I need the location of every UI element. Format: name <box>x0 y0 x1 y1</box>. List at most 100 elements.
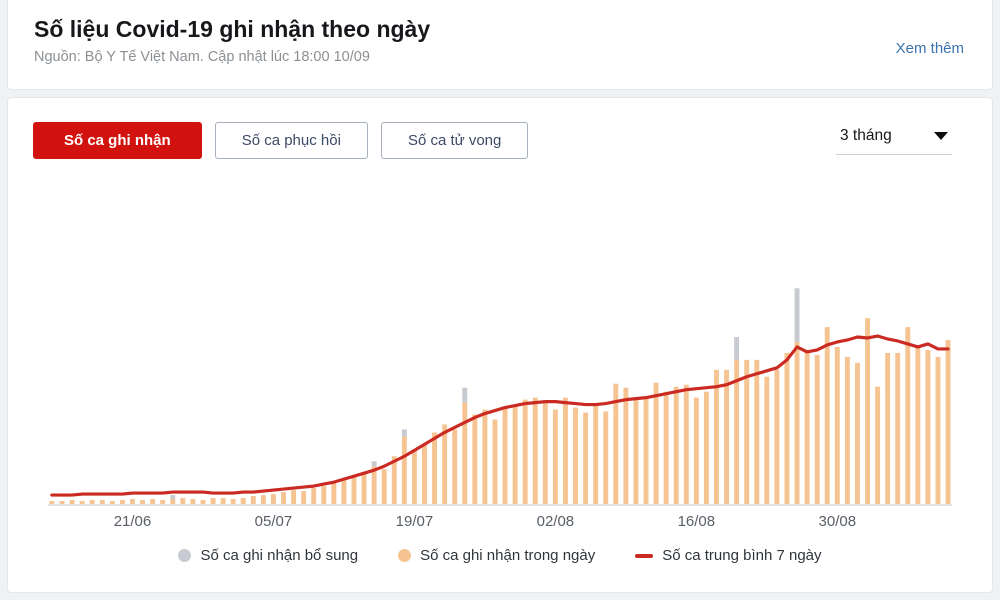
daily-cases-bar[interactable] <box>49 501 55 504</box>
daily-cases-bar[interactable] <box>593 404 599 504</box>
daily-cases-bar[interactable] <box>220 498 226 504</box>
daily-cases-bar[interactable] <box>865 318 870 504</box>
daily-cases-bar[interactable] <box>311 488 317 504</box>
daily-cases-bar[interactable] <box>140 500 146 504</box>
daily-cases-bar[interactable] <box>774 369 780 504</box>
daily-cases-bar[interactable] <box>683 384 689 504</box>
daily-cases-bar[interactable] <box>502 406 508 504</box>
daily-cases-bar[interactable] <box>170 499 176 504</box>
daily-cases-bar[interactable] <box>945 339 951 504</box>
daily-cases-bar[interactable] <box>552 409 558 504</box>
daily-cases-bar[interactable] <box>895 352 901 504</box>
daily-cases-bar[interactable] <box>59 501 65 504</box>
daily-cases-bar[interactable] <box>522 399 528 504</box>
daily-cases-bar[interactable] <box>119 500 125 504</box>
supplementary-cases-bar[interactable] <box>401 429 407 437</box>
legend-item[interactable]: Số ca trung bình 7 ngày <box>635 547 822 564</box>
daily-cases-bar[interactable] <box>210 498 216 504</box>
daily-cases-bar[interactable] <box>452 429 458 504</box>
daily-cases-bar[interactable] <box>935 356 941 504</box>
daily-cases-bar[interactable] <box>703 391 709 504</box>
daily-cases-bar[interactable] <box>472 414 478 504</box>
daily-cases-bar[interactable] <box>784 352 790 504</box>
supplementary-cases-bar[interactable] <box>462 387 468 403</box>
daily-cases-bar[interactable] <box>240 498 246 504</box>
daily-cases-bar[interactable] <box>391 456 397 504</box>
daily-cases-bar[interactable] <box>814 354 820 504</box>
daily-cases-bar[interactable] <box>573 407 578 504</box>
daily-cases-bar[interactable] <box>432 432 438 504</box>
daily-cases-bar[interactable] <box>462 402 468 504</box>
tab-recovered-cases[interactable]: Số ca phục hồi <box>214 122 368 159</box>
daily-cases-bar[interactable] <box>89 500 95 504</box>
time-range-dropdown[interactable]: 3 tháng <box>836 127 952 155</box>
daily-cases-bar[interactable] <box>301 491 307 504</box>
daily-cases-bar[interactable] <box>381 469 387 504</box>
daily-cases-bar[interactable] <box>190 499 196 504</box>
daily-cases-bar[interactable] <box>583 412 589 504</box>
daily-cases-bar[interactable] <box>663 391 669 504</box>
supplementary-cases-bar[interactable] <box>734 337 740 360</box>
legend-item[interactable]: Số ca ghi nhận bổ sung <box>178 547 358 564</box>
daily-cases-bar[interactable] <box>99 500 105 504</box>
daily-cases-bar[interactable] <box>542 401 548 504</box>
daily-cases-bar[interactable] <box>754 359 760 504</box>
daily-cases-bar[interactable] <box>361 472 367 504</box>
daily-cases-bar[interactable] <box>160 500 166 504</box>
tab-death-cases[interactable]: Số ca tử vong <box>380 122 529 159</box>
daily-cases-bar[interactable] <box>764 376 770 504</box>
daily-cases-bar[interactable] <box>422 444 427 504</box>
daily-cases-bar[interactable] <box>331 482 337 504</box>
tab-confirmed-cases[interactable]: Số ca ghi nhận <box>33 122 202 159</box>
daily-cases-bar[interactable] <box>613 383 619 504</box>
daily-cases-bar[interactable] <box>834 346 840 504</box>
daily-cases-bar[interactable] <box>482 409 488 504</box>
daily-cases-bar[interactable] <box>794 341 800 504</box>
daily-cases-bar[interactable] <box>905 327 911 504</box>
daily-cases-bar[interactable] <box>492 419 498 504</box>
daily-cases-bar[interactable] <box>824 327 830 504</box>
daily-cases-bar[interactable] <box>250 496 256 504</box>
legend-item[interactable]: Số ca ghi nhận trong ngày <box>398 547 595 564</box>
daily-cases-bar[interactable] <box>150 499 156 504</box>
supplementary-cases-bar[interactable] <box>794 288 800 342</box>
daily-cases-bar[interactable] <box>281 492 286 504</box>
daily-cases-bar[interactable] <box>744 359 750 504</box>
daily-cases-bar[interactable] <box>79 501 85 504</box>
daily-cases-bar[interactable] <box>230 499 236 504</box>
daily-cases-bar[interactable] <box>925 349 931 504</box>
daily-cases-bar[interactable] <box>603 411 609 504</box>
daily-cases-bar[interactable] <box>804 349 810 504</box>
daily-cases-bar[interactable] <box>653 382 659 504</box>
daily-cases-bar[interactable] <box>854 362 860 504</box>
daily-cases-bar[interactable] <box>714 369 719 504</box>
supplementary-cases-bar[interactable] <box>371 461 377 467</box>
daily-cases-bar[interactable] <box>260 495 266 504</box>
daily-cases-bar[interactable] <box>844 356 850 504</box>
daily-cases-bar[interactable] <box>915 346 921 504</box>
daily-cases-bar[interactable] <box>633 399 639 504</box>
daily-cases-bar[interactable] <box>130 499 135 504</box>
daily-cases-bar[interactable] <box>371 466 377 504</box>
daily-cases-bar[interactable] <box>321 486 327 504</box>
daily-cases-bar[interactable] <box>673 386 679 504</box>
daily-cases-bar[interactable] <box>512 404 518 504</box>
daily-cases-bar[interactable] <box>734 359 740 504</box>
daily-cases-bar[interactable] <box>623 387 629 504</box>
daily-cases-bar[interactable] <box>401 436 407 504</box>
daily-cases-bar[interactable] <box>341 479 347 504</box>
daily-cases-bar[interactable] <box>180 498 186 504</box>
daily-cases-bar[interactable] <box>109 501 115 504</box>
daily-cases-bar[interactable] <box>69 500 75 504</box>
daily-cases-bar[interactable] <box>693 397 699 504</box>
daily-cases-bar[interactable] <box>411 449 417 504</box>
daily-cases-bar[interactable] <box>532 397 538 504</box>
daily-cases-bar[interactable] <box>562 397 568 504</box>
supplementary-cases-bar[interactable] <box>170 495 176 500</box>
daily-cases-bar[interactable] <box>351 476 357 504</box>
daily-cases-bar[interactable] <box>270 494 276 504</box>
daily-cases-bar[interactable] <box>875 386 881 504</box>
daily-cases-bar[interactable] <box>442 424 448 504</box>
daily-cases-bar[interactable] <box>200 500 206 504</box>
daily-cases-bar[interactable] <box>885 352 891 504</box>
